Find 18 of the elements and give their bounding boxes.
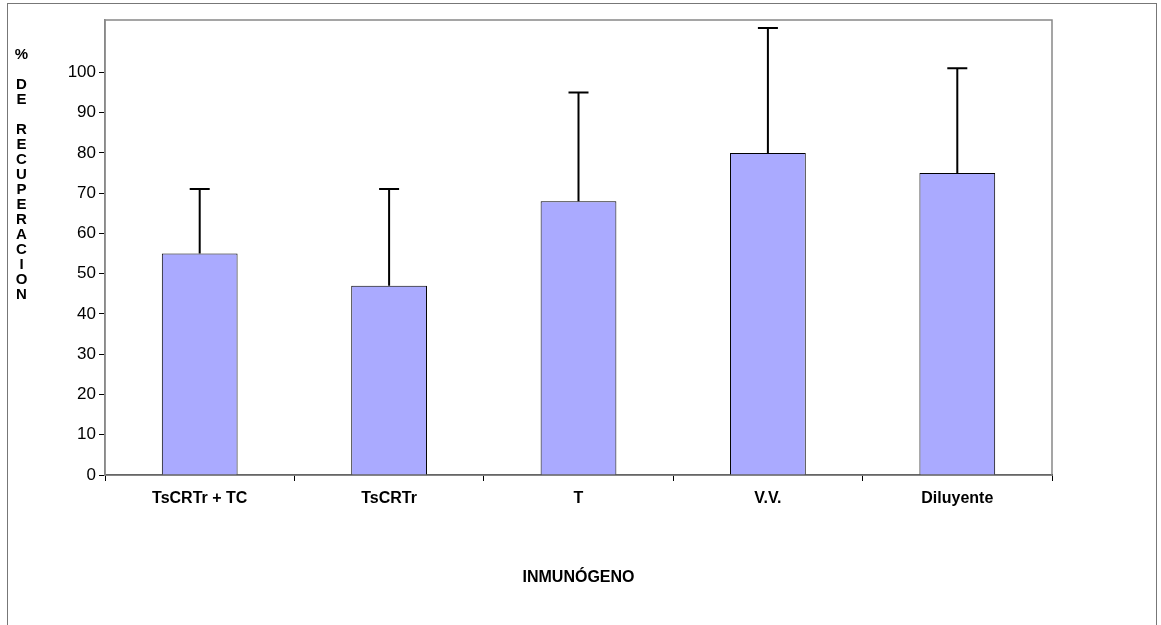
y-tick-label: 90 [77, 102, 96, 122]
x-tick-label: Diluyente [921, 489, 994, 507]
x-axis-title: INMUNÓGENO [521, 568, 636, 586]
x-tick-label: TsCRTr + TC [152, 489, 248, 507]
x-tick-label: V.V. [754, 489, 782, 507]
y-tick-label: 50 [77, 263, 96, 283]
y-tick-label: 30 [77, 343, 96, 363]
y-tick-label: 10 [77, 424, 96, 444]
y-tick-label: 80 [77, 142, 96, 162]
y-tick-label: 20 [77, 384, 96, 404]
x-tick-label: T [573, 489, 584, 507]
y-tick-label: 100 [67, 62, 96, 82]
y-tick-label: 60 [77, 223, 96, 243]
y-tick-label: 70 [77, 182, 96, 202]
y-tick-label: 40 [77, 303, 96, 323]
x-tick-label: TsCRTr [361, 489, 417, 507]
y-axis-title: % DE RECUPERACION [12, 45, 30, 300]
y-tick-label: 0 [86, 464, 96, 484]
